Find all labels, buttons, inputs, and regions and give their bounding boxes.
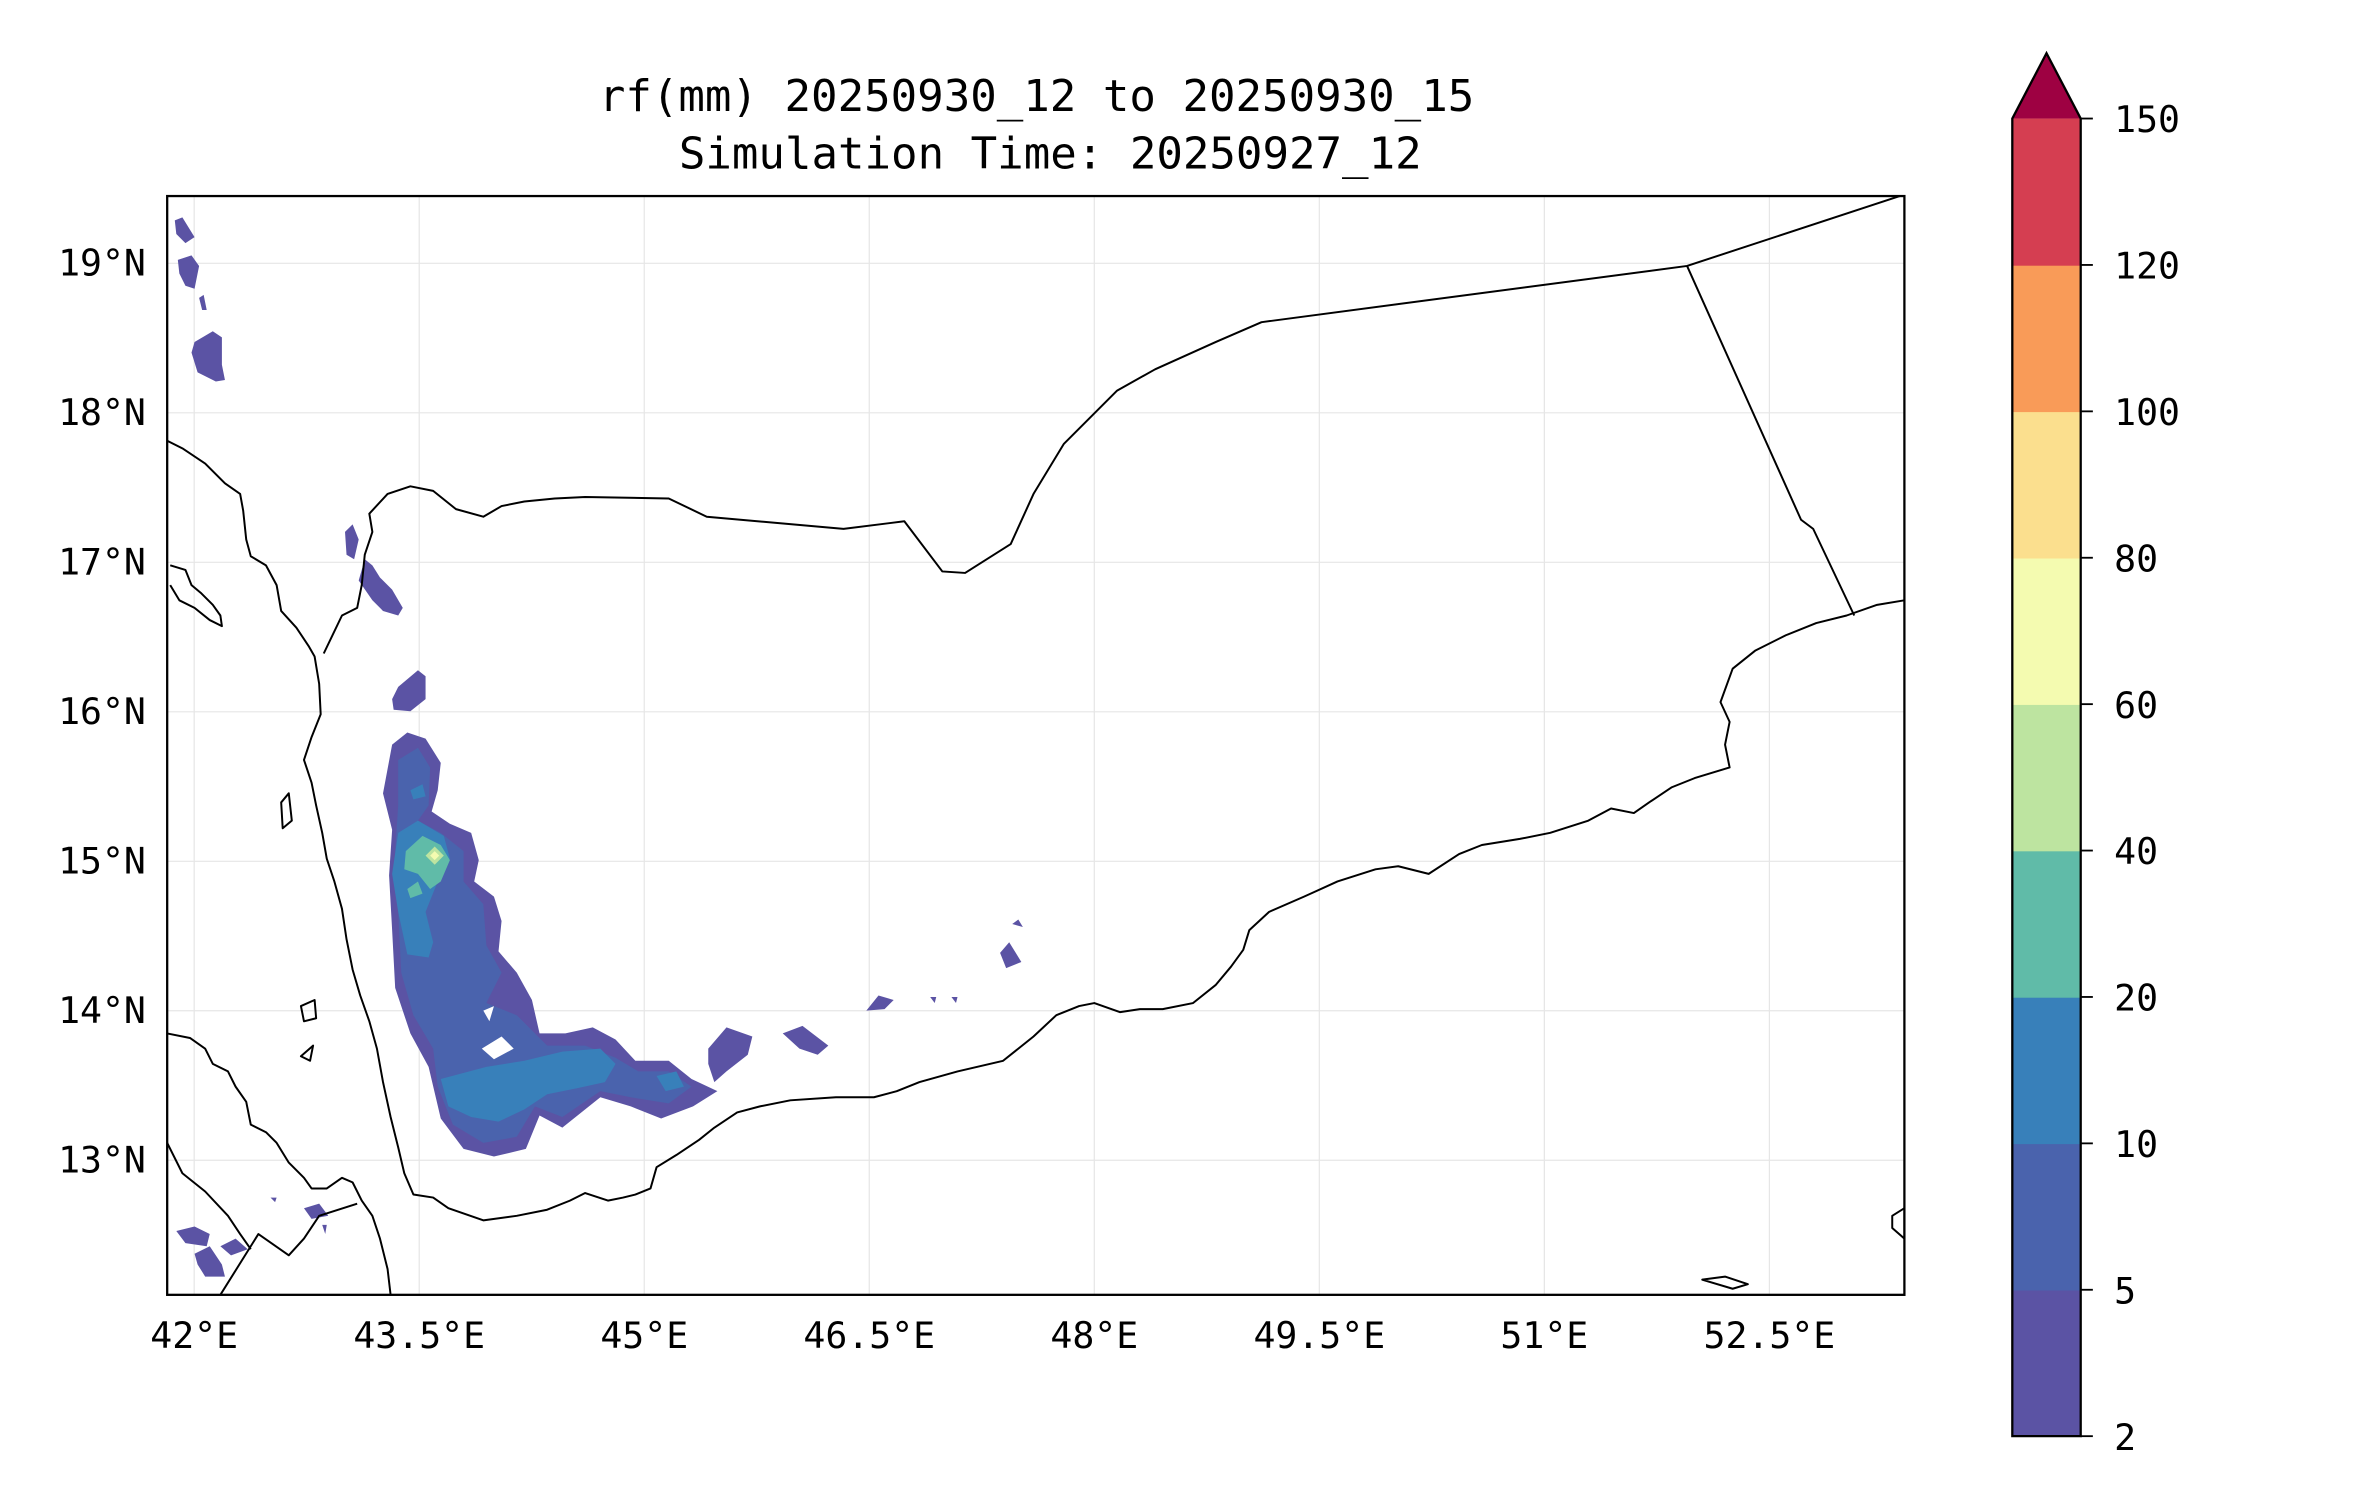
- colorbar: 2 5 10 20 40 60 80 100 120 150: [2011, 50, 2180, 1459]
- colorbar-segment-120-150: [2012, 118, 2081, 266]
- y-tick-label: 13°N: [58, 1138, 146, 1181]
- colorbar-segment-80-100: [2012, 411, 2081, 559]
- rain-holes: [481, 1006, 514, 1060]
- y-tick-label: 18°N: [58, 391, 146, 434]
- arabian-red-sea-coastline: [167, 439, 1905, 1222]
- map-layer: [167, 196, 1905, 1295]
- rain-contour-5-10: [395, 747, 692, 1143]
- islands: [169, 564, 1905, 1290]
- rain-contour-60-80: [430, 851, 440, 861]
- yemen-oman-border: [1686, 265, 1856, 616]
- colorbar-segment-100-120: [2012, 264, 2081, 413]
- colorbar-segment-5-10: [2012, 1143, 2081, 1291]
- colorbar-segment-2-5: [2012, 1289, 2081, 1437]
- colorbar-tick-label: 120: [2114, 245, 2180, 288]
- x-tick-label: 43.5°E: [353, 1314, 485, 1357]
- x-tick-label: 51°E: [1500, 1314, 1588, 1357]
- colorbar-tick-label: 2: [2114, 1416, 2136, 1459]
- colorbar-tick-label: 10: [2114, 1123, 2158, 1166]
- colorbar-extend-triangle: [2012, 53, 2081, 119]
- colorbar-tick-label: 40: [2114, 830, 2158, 873]
- map-axes-frame: [166, 194, 1906, 1296]
- x-tick-label: 49.5°E: [1253, 1314, 1385, 1357]
- y-tick-label: 16°N: [58, 690, 146, 733]
- colorbar-segment-20-40: [2012, 850, 2081, 998]
- coastlines-borders: [167, 196, 1905, 1295]
- chart-title: rf(mm) 20250930_12 to 20250930_15: [599, 71, 1474, 122]
- y-tick-label: 19°N: [58, 241, 146, 284]
- y-tick-label: 14°N: [58, 989, 146, 1032]
- colorbar-segment-60-80: [2012, 557, 2081, 705]
- colorbar-tick-label: 80: [2114, 537, 2158, 580]
- african-coastline: [167, 1032, 392, 1295]
- rain-cells-scattered: [174, 217, 1023, 1277]
- x-tick-label: 46.5°E: [803, 1314, 935, 1357]
- y-tick-label: 15°N: [58, 839, 146, 882]
- colorbar-tick-label: 5: [2114, 1269, 2136, 1312]
- yemen-saudi-border: [322, 196, 1903, 654]
- colorbar-tick-label: 20: [2114, 977, 2158, 1020]
- colorbar-tick-label: 150: [2114, 98, 2180, 141]
- x-tick-label: 45°E: [600, 1314, 688, 1357]
- colorbar-tick-label: 60: [2114, 684, 2158, 727]
- colorbar-segment-10-20: [2012, 996, 2081, 1145]
- colorbar-segment-40-60: [2012, 704, 2081, 852]
- african-coastline-south: [167, 1142, 358, 1295]
- x-tick-label: 52.5°E: [1704, 1314, 1836, 1357]
- chart-subtitle: Simulation Time: 20250927_12: [679, 129, 1422, 180]
- y-tick-label: 17°N: [58, 540, 146, 583]
- x-tick-label: 42°E: [150, 1314, 238, 1357]
- x-tick-label: 48°E: [1050, 1314, 1138, 1357]
- colorbar-tick-label: 100: [2114, 391, 2180, 434]
- y-axis-ticks: 13°N 14°N 15°N 16°N 17°N 18°N 19°N: [58, 241, 146, 1181]
- colorbar-outline: [2011, 50, 2082, 1438]
- x-axis-ticks: 42°E 43.5°E 45°E 46.5°E 48°E 49.5°E 51°E 52.5°E: [150, 1314, 1835, 1357]
- rain-contours: [174, 217, 1023, 1277]
